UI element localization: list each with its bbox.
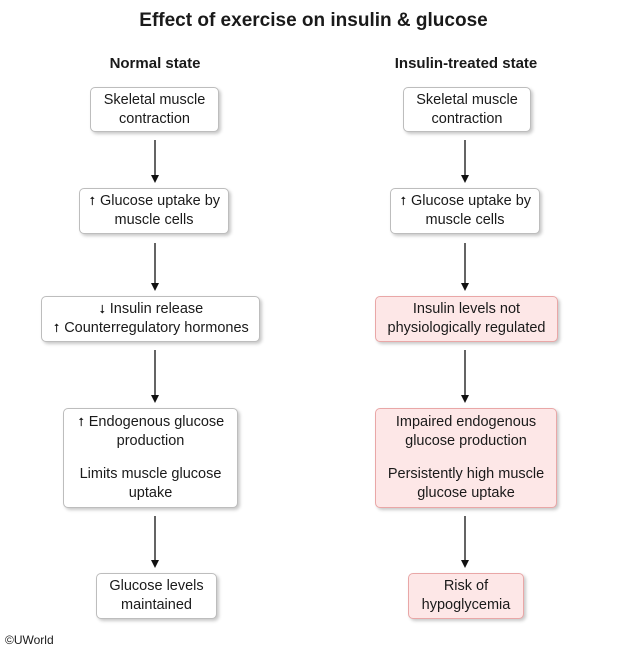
- box-text: Glucose uptake by: [410, 193, 532, 209]
- box-text: glucose uptake: [417, 485, 515, 501]
- up-arrow-icon: ⭡: [400, 194, 407, 208]
- box-text-line: ⭡ Glucose uptake by: [88, 192, 220, 211]
- box-text-line: ⭡ Glucose uptake by: [399, 192, 531, 211]
- normal-state-heading: Normal state: [109, 55, 201, 72]
- up-arrow-icon: ⭡: [78, 415, 85, 429]
- normal-box-endogenous-production: ⭡ Endogenous glucose production Limits mu…: [63, 408, 238, 508]
- insulin-treated-state-heading: Insulin-treated state: [394, 55, 538, 72]
- box-text: production: [116, 433, 185, 449]
- box-text: muscle cells: [425, 212, 505, 228]
- box-text: Risk of: [443, 578, 489, 594]
- box-text: contraction: [119, 110, 190, 127]
- normal-box-glucose-maintained: Glucose levels maintained: [96, 573, 217, 619]
- normal-box-insulin-hormones: ⭣ Insulin release ⭡ Counterregulatory horm…: [41, 296, 260, 342]
- box-text: Insulin release: [109, 301, 204, 317]
- box-text: Glucose uptake by: [99, 193, 221, 209]
- box-text-line: ⭡ Counterregulatory hormones: [52, 319, 249, 338]
- treated-box-muscle-contraction: Skeletal muscle contraction: [403, 87, 531, 132]
- box-text: muscle cells: [114, 212, 194, 228]
- box-text: Limits muscle glucose: [79, 466, 222, 482]
- box-text: physiologically regulated: [387, 320, 546, 336]
- box-text: Skeletal muscle: [103, 91, 206, 108]
- box-text: contraction: [431, 110, 503, 127]
- down-arrow-icon: ⭣: [99, 302, 106, 316]
- diagram-title: Effect of exercise on insulin & glucose: [139, 10, 488, 31]
- copyright-text: ©UWorld: [5, 633, 54, 647]
- box-text: Skeletal muscle: [416, 91, 518, 108]
- up-arrow-icon: ⭡: [53, 321, 60, 335]
- box-text: Endogenous glucose: [88, 414, 225, 430]
- box-text-line: ⭡ Endogenous glucose: [77, 413, 224, 432]
- normal-box-muscle-contraction: Skeletal muscle contraction: [90, 87, 219, 132]
- treated-box-insulin-not-regulated: Insulin levels not physiologically regul…: [375, 296, 558, 342]
- box-text: hypoglycemia: [421, 597, 511, 613]
- box-text: uptake: [128, 485, 173, 501]
- box-text: Insulin levels not: [412, 301, 521, 317]
- treated-box-impaired-production: Impaired endogenous glucose production P…: [375, 408, 557, 508]
- treated-box-glucose-uptake: ⭡ Glucose uptake by muscle cells: [390, 188, 540, 234]
- box-text: Counterregulatory hormones: [64, 320, 249, 336]
- box-text: Impaired endogenous: [395, 414, 537, 430]
- box-text: maintained: [121, 597, 192, 613]
- box-text: Glucose levels: [109, 578, 204, 594]
- box-text: glucose production: [405, 433, 527, 449]
- box-text: Persistently high muscle: [387, 466, 545, 482]
- treated-box-hypoglycemia-risk: Risk of hypoglycemia: [408, 573, 524, 619]
- box-text-line: ⭣ Insulin release: [98, 300, 204, 319]
- normal-box-glucose-uptake: ⭡ Glucose uptake by muscle cells: [79, 188, 229, 234]
- up-arrow-icon: ⭡: [89, 194, 96, 208]
